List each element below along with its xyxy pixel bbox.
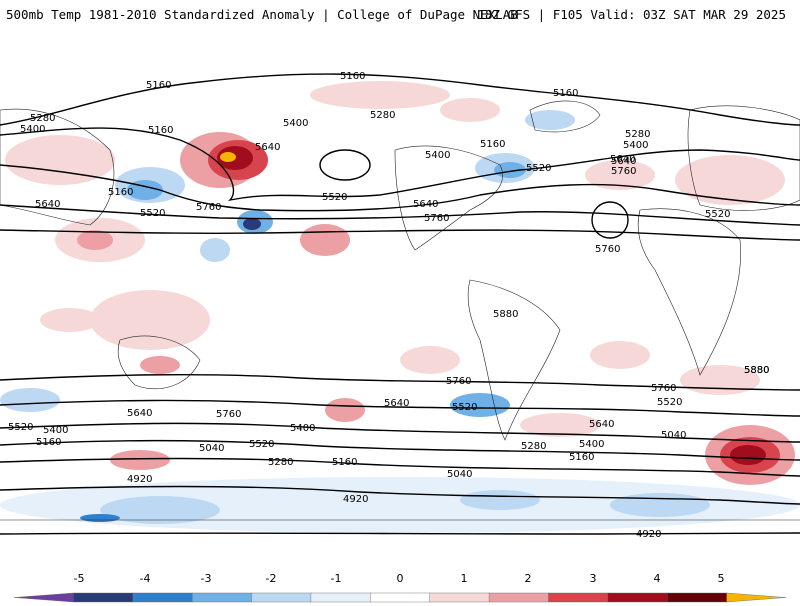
contour-label: 5280 — [521, 441, 546, 452]
contour-label: 5040 — [199, 443, 224, 454]
contour-label: 5520 — [249, 439, 274, 450]
contour-label: 5880 — [744, 365, 769, 376]
contour-label: 5640 — [611, 156, 636, 167]
colorbar-tick: 4 — [653, 572, 661, 585]
colorbar-tick: 5 — [717, 572, 725, 585]
contour-label: 5640 — [413, 199, 438, 210]
contour-label: 5280 — [370, 110, 395, 121]
contour-label: 5160 — [340, 71, 365, 82]
contour-label: 5760 — [216, 409, 241, 420]
contour-label: 5760 — [196, 202, 221, 213]
contour-label: 5520 — [452, 402, 477, 413]
colorbar-tick: 0 — [396, 572, 404, 585]
contour-label: 5520 — [526, 163, 551, 174]
anomaly-shading — [0, 81, 800, 533]
contour-label: 5280 — [625, 129, 650, 140]
contour-label: 5640 — [35, 199, 60, 210]
contour-label: 5160 — [36, 437, 61, 448]
contour-label: 5400 — [43, 425, 68, 436]
map-title: 500mb Temp 1981-2010 Standardized Anomal… — [6, 7, 518, 22]
contour-label: 5400 — [425, 150, 450, 161]
contour-label: 5880 — [744, 365, 769, 376]
contour-label: 5280 — [30, 113, 55, 124]
contour-label: 5520 — [8, 422, 33, 433]
contour-label: 5640 — [127, 408, 152, 419]
colorbar-tick: -5 — [73, 572, 85, 585]
contour-labels: 5160 5160 5160 5160 5280 5400 5640 5760 … — [8, 71, 769, 540]
contour-label: 5520 — [657, 397, 682, 408]
coastlines — [0, 100, 800, 521]
contour-label: 5760 — [424, 213, 449, 224]
contour-label: 5400 — [20, 124, 45, 135]
colorbar-tick: -2 — [265, 572, 277, 585]
contour-label: 5640 — [384, 398, 409, 409]
contour-label: 5160 — [569, 452, 594, 463]
colorbar-ticks: -5 -4 -3 -2 -1 0 1 2 3 4 5 — [0, 572, 800, 600]
colorbar-tick: -4 — [139, 572, 151, 585]
contour-label: 5760 — [595, 244, 620, 255]
contour-label: 5760 — [651, 383, 676, 394]
contour-label: 5040 — [447, 469, 472, 480]
colorbar-tick: 1 — [460, 572, 468, 585]
contour-label: 5160 — [108, 187, 133, 198]
colorbar-tick: -1 — [330, 572, 342, 585]
contour-label: 5760 — [446, 376, 471, 387]
contour-label: 5280 — [268, 457, 293, 468]
contour-label: 5400 — [283, 118, 308, 129]
header: 500mb Temp 1981-2010 Standardized Anomal… — [0, 0, 800, 30]
contour-label: 5160 — [146, 80, 171, 91]
contour-label: 5040 — [661, 430, 686, 441]
contour-label: 5640 — [255, 142, 280, 153]
contour-label: 4920 — [636, 529, 661, 540]
map-panel: 5160 5160 5160 5160 5280 5400 5640 5760 … — [0, 66, 800, 558]
contour-label: 5400 — [623, 140, 648, 151]
contour-label: 5520 — [322, 192, 347, 203]
contour-label: 5160 — [148, 125, 173, 136]
contour-label: 5760 — [611, 166, 636, 177]
contour-label: 5160 — [553, 88, 578, 99]
contour-label: 5160 — [480, 139, 505, 150]
height-contours — [0, 73, 800, 535]
contour-label: 5400 — [579, 439, 604, 450]
contour-label: 4920 — [127, 474, 152, 485]
contour-label: 5400 — [290, 423, 315, 434]
contour-label: 5520 — [140, 208, 165, 219]
colorbar-tick: 2 — [524, 572, 532, 585]
contour-label: 4920 — [343, 494, 368, 505]
anomaly-map: 5160 5160 5160 5160 5280 5400 5640 5760 … — [0, 71, 800, 540]
colorbar — [13, 592, 787, 603]
contour-label: 5880 — [493, 309, 518, 320]
model-run-info: 18Z GFS | F105 Valid: 03Z SAT MAR 29 202… — [477, 7, 786, 22]
colorbar-tick: -3 — [200, 572, 212, 585]
contour-label: 5640 — [610, 154, 635, 165]
contour-label: 5640 — [589, 419, 614, 430]
colorbar-tick: 3 — [589, 572, 597, 585]
contour-label: 5160 — [332, 457, 357, 468]
contour-label: 5520 — [705, 209, 730, 220]
